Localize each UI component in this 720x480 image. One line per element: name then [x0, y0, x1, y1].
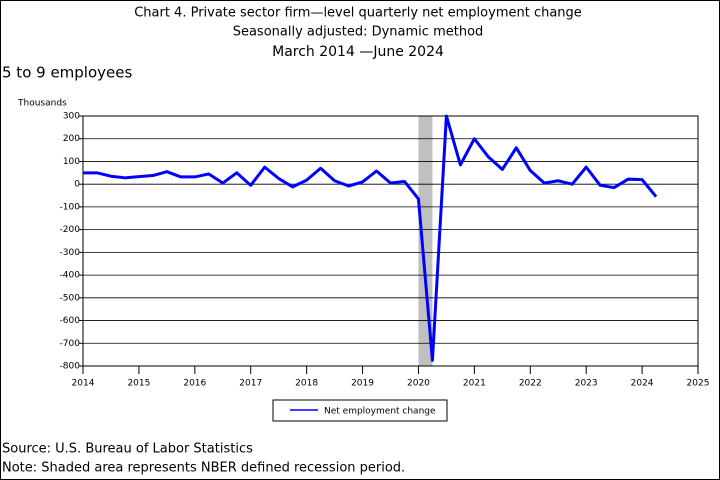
y-tick-label: -300 — [60, 248, 81, 258]
chart-period: March 2014 —June 2024 — [272, 44, 444, 60]
x-tick-label: 2018 — [295, 379, 318, 389]
x-tick-label: 2014 — [72, 379, 95, 389]
chart-title: Chart 4. Private sector firm—level quart… — [134, 6, 582, 21]
y-tick-label: -200 — [60, 225, 81, 235]
y-tick-label: 100 — [63, 157, 80, 167]
x-tick-label: 2022 — [519, 379, 542, 389]
note: Note: Shaded area represents NBER define… — [2, 461, 405, 476]
panel-label: 5 to 9 employees — [2, 64, 132, 82]
plot-frame — [82, 115, 699, 367]
legend-box — [272, 399, 448, 422]
y-tick-label: -400 — [60, 271, 81, 281]
y-tick-label: 0 — [74, 180, 80, 190]
x-tick-label: 2016 — [183, 379, 206, 389]
x-tick-label: 2017 — [239, 379, 262, 389]
x-tick-label: 2020 — [407, 379, 430, 389]
y-axis-label: Thousands — [17, 99, 67, 109]
x-tick-label: 2021 — [463, 379, 486, 389]
y-tick-label: 300 — [63, 112, 80, 122]
x-tick-label: 2024 — [631, 379, 654, 389]
x-tick-label: 2015 — [127, 379, 150, 389]
y-tick-label: -800 — [60, 362, 81, 372]
data-line — [83, 114, 658, 362]
y-tick-label: -500 — [60, 293, 81, 303]
legend-label: Net employment change — [324, 407, 436, 417]
x-tick-label: 2025 — [687, 379, 710, 389]
source: Source: U.S. Bureau of Labor Statistics — [2, 442, 253, 457]
x-tick-label: 2019 — [351, 379, 374, 389]
y-tick-label: -700 — [60, 339, 81, 349]
y-tick-label: 200 — [63, 134, 80, 144]
y-tick-label: -100 — [60, 202, 81, 212]
x-tick-label: 2023 — [575, 379, 598, 389]
y-tick-label: -600 — [60, 316, 81, 326]
chart-subtitle: Seasonally adjusted: Dynamic method — [233, 25, 484, 40]
